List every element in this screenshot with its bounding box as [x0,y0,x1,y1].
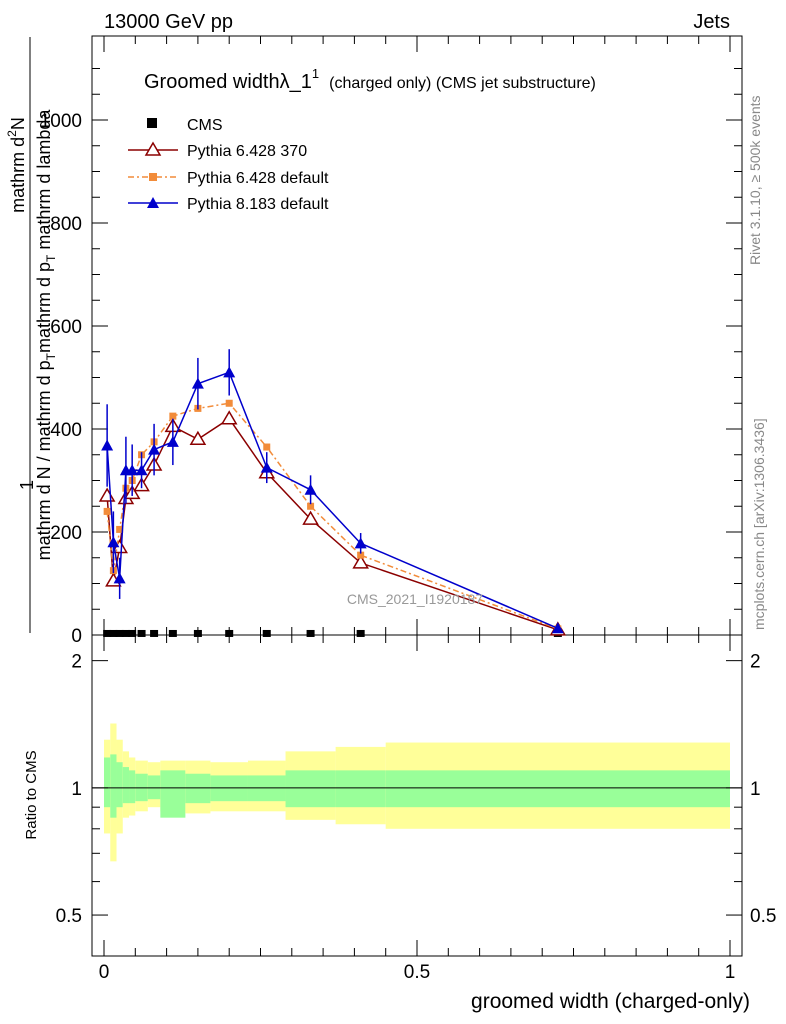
ratio-y-label: Ratio to CMS [23,750,40,839]
y-label-one: 1 [17,480,37,490]
series-line-3 [106,371,559,629]
header-right: Jets [693,11,730,33]
cms-point [193,629,202,637]
cms-point [121,629,130,637]
y-tick-label: 200 [50,523,82,544]
ratio-band-inner [160,770,186,818]
x-tick-label: 0.5 [404,962,430,983]
axis-ticks: 0 200 400 600 800 1000 0 0.5 1 0.5 0.5 1 1 2 2 [40,36,776,983]
y-tick-label: 800 [50,214,82,235]
cms-point [115,629,124,637]
ratio-band-inner [385,770,730,808]
legend-label-cms: CMS [187,117,223,134]
ratio-tick-label: 2 [71,652,82,673]
ratio-tick-label: 1 [71,779,82,800]
y-label-denominator: mathrm d N / mathrm d pTmathrm d pT math… [34,109,58,561]
ratio-band-inner [110,754,117,818]
cms-point [137,629,146,637]
py8-default-point [101,439,114,451]
py6-370-point [302,510,319,525]
ratio-band-inner [285,770,336,808]
ratio-tick-label: 0.5 [56,906,82,927]
cms-point [109,629,118,637]
cms-point [225,629,234,637]
py8-default-point [260,461,273,473]
ratio-tick-label-right: 0.5 [750,906,776,927]
py8-default-point [166,435,179,447]
y-tick-label: 400 [50,420,82,441]
py8-default-point [148,443,161,455]
legend-marker-cms [147,118,157,128]
ratio-tick-label-right: 1 [750,779,761,800]
py8-default-point [551,622,564,634]
x-axis-label: groomed width (charged-only) [471,990,750,1013]
y-tick-label: 0 [71,626,82,647]
py8-default-point [135,464,148,476]
py8-default-point [304,483,317,495]
y-tick-label: 600 [50,317,82,338]
py8-default-point [191,377,204,389]
y-tick-label: 1000 [40,111,82,132]
rivet-label: Rivet 3.1.10, ≥ 500k events [747,95,763,265]
py6-default-point [103,507,111,515]
series-line-1 [106,417,559,631]
cms-point [103,629,112,637]
py6-default-point [225,399,233,407]
cms-point [168,629,177,637]
legend-marker-py6-default [149,173,157,181]
py8-default-point [126,464,139,476]
legend: CMS Pythia 6.428 370 Pythia 6.428 defaul… [128,117,329,213]
py6-default-point [307,502,315,510]
py8-default-point [107,536,120,548]
py6-370-point [98,487,116,502]
ratio-bands [92,723,742,862]
cms-point [262,629,271,637]
py6-default-point [169,412,177,420]
ratio-band-inner [185,773,211,804]
py8-default-point [113,572,126,584]
cms-point [150,629,159,637]
x-tick-label: 0 [99,962,110,983]
ratio-band-inner [104,757,111,808]
legend-marker-py6-370 [144,141,162,156]
legend-label-py6-default: Pythia 6.428 default [187,170,329,187]
x-tick-label: 1 [725,962,736,983]
py8-default-point [223,366,236,378]
py6-default-point [116,525,124,533]
py6-default-point [357,551,365,559]
legend-label-py6-370: Pythia 6.428 370 [187,143,307,160]
series-layer [98,349,567,637]
legend-label-py8-default: Pythia 8.183 default [187,196,329,213]
py6-370-point [220,410,238,425]
ratio-band-inner [129,770,136,804]
series-line-2 [106,402,559,630]
chart-title: Groomed widthλ_11(charged only) (CMS jet… [144,66,596,93]
ratio-band-inner [147,775,161,800]
y-label-numerator: mathrm d2N [5,117,28,213]
cms-point [356,629,365,637]
y-axis-label: 1 mathrm d2N mathrm d N / mathrm d pTmat… [5,37,58,633]
legend-marker-py8-default [147,197,159,208]
py6-370-point [352,554,369,569]
cms-point [128,629,137,637]
ratio-band-inner [335,770,386,808]
watermark: CMS_2021_I1920187 [347,591,483,607]
ratio-tick-label-right: 2 [750,652,761,673]
cms-point [306,629,315,637]
ratio-band-inner [116,762,123,808]
header-left: 13000 GeV pp [104,11,233,33]
py8-default-point [354,537,367,549]
py6-370-point [189,430,207,446]
mcplots-label: mcplots.cern.ch [arXiv:1306.3436] [751,418,767,630]
ratio-band-inner [122,767,130,804]
py6-default-point [263,443,271,451]
